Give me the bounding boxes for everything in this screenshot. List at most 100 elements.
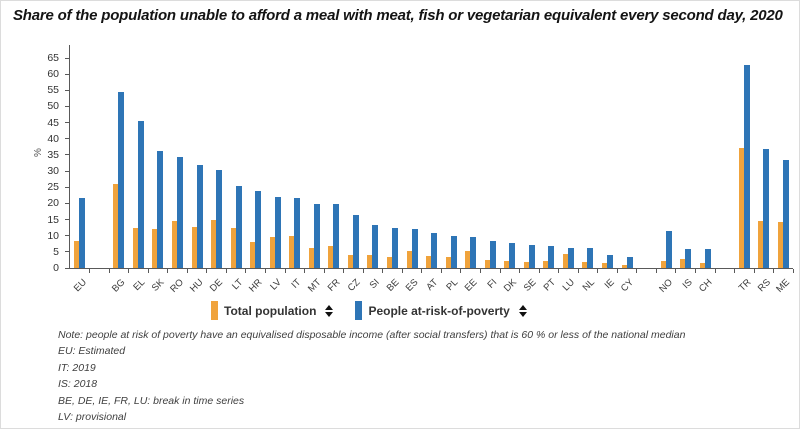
bar-arop-se[interactable] xyxy=(528,244,535,268)
bar-total-me[interactable] xyxy=(777,222,783,268)
bar-total-mt[interactable] xyxy=(308,247,314,268)
bar-arop-ch[interactable] xyxy=(704,249,711,268)
x-axis-label-lv: LV xyxy=(268,277,285,293)
bar-total-se[interactable] xyxy=(523,262,529,268)
bar-total-it[interactable] xyxy=(289,236,295,268)
category-slot-cy: CY xyxy=(617,45,638,294)
bar-arop-sk[interactable] xyxy=(157,150,164,268)
x-axis-label-se: SE xyxy=(521,277,539,294)
x-axis-label-el: EL xyxy=(131,277,148,293)
x-axis-tick xyxy=(460,269,462,273)
bar-total-hr[interactable] xyxy=(250,242,256,268)
bar-arop-ro[interactable] xyxy=(177,156,183,268)
bar-total-nl[interactable] xyxy=(582,261,588,268)
legend-item-total-population[interactable]: Total population xyxy=(211,301,334,320)
bar-arop-es[interactable] xyxy=(411,229,418,268)
bar-arop-no[interactable] xyxy=(665,231,672,268)
y-tick-label: 10 xyxy=(47,229,59,242)
legend-swatch-at-risk-of-poverty xyxy=(355,301,363,320)
bar-arop-lt[interactable] xyxy=(235,185,242,268)
legend-item-at-risk-of-poverty[interactable]: People at-risk-of-poverty xyxy=(355,301,527,320)
bar-arop-lv[interactable] xyxy=(274,196,281,268)
bar-total-hu[interactable] xyxy=(191,226,197,268)
y-tick-label: 60 xyxy=(47,68,59,81)
bar-arop-lu[interactable] xyxy=(567,248,574,268)
bar-arop-de[interactable] xyxy=(216,169,223,268)
bar-total-el[interactable] xyxy=(132,227,138,268)
bar-arop-is[interactable] xyxy=(685,248,692,268)
bar-total-pl[interactable] xyxy=(445,257,451,268)
category-slot-ee: EE xyxy=(461,45,481,294)
bar-arop-el[interactable] xyxy=(137,121,144,268)
x-axis-label-cy: CY xyxy=(618,277,636,295)
sort-icon[interactable] xyxy=(325,304,334,317)
bar-arop-ee[interactable] xyxy=(470,237,477,268)
category-slot-si: SI xyxy=(363,45,384,291)
bar-total-sk[interactable] xyxy=(152,229,158,268)
bar-arop-eu[interactable] xyxy=(79,198,86,268)
bar-total-lt[interactable] xyxy=(230,228,236,268)
x-axis-label-hr: HR xyxy=(246,277,265,295)
bar-arop-rs[interactable] xyxy=(763,149,770,268)
bar-total-lv[interactable] xyxy=(269,237,275,268)
bar-total-be[interactable] xyxy=(387,257,393,268)
bar-total-fr[interactable] xyxy=(328,245,334,268)
bar-arop-hr[interactable] xyxy=(255,190,262,268)
bar-total-at[interactable] xyxy=(426,255,432,268)
bar-arop-at[interactable] xyxy=(431,233,438,268)
bar-total-fi[interactable] xyxy=(484,259,490,268)
bar-arop-ie[interactable] xyxy=(607,255,614,268)
bar-arop-pl[interactable] xyxy=(450,235,457,268)
bar-total-cy[interactable] xyxy=(621,265,627,268)
bar-total-ee[interactable] xyxy=(465,251,471,268)
category-slot-se: SE xyxy=(520,45,540,294)
bar-arop-mt[interactable] xyxy=(313,204,320,268)
note-line: IS: 2018 xyxy=(58,378,98,391)
x-axis-tick xyxy=(284,269,286,273)
category-slot-fi: FI xyxy=(480,45,501,291)
bar-total-cz[interactable] xyxy=(347,255,353,268)
bar-total-dk[interactable] xyxy=(504,260,510,268)
bar-total-pt[interactable] xyxy=(543,260,549,268)
bar-total-de[interactable] xyxy=(211,220,217,268)
bar-arop-fi[interactable] xyxy=(489,240,496,268)
x-axis-label-fr: FR xyxy=(325,277,343,294)
bar-arop-fr[interactable] xyxy=(333,204,340,268)
bar-total-bg[interactable] xyxy=(113,184,119,268)
bar-total-si[interactable] xyxy=(367,254,373,268)
bar-arop-bg[interactable] xyxy=(118,92,125,268)
sort-icon[interactable] xyxy=(518,304,527,317)
bar-arop-cz[interactable] xyxy=(352,214,359,268)
bar-total-no[interactable] xyxy=(660,260,666,268)
category-slot-rs: RS xyxy=(754,45,775,294)
bar-arop-cy[interactable] xyxy=(626,256,633,268)
x-axis-label-pl: PL xyxy=(443,277,460,293)
bar-total-lu[interactable] xyxy=(562,254,568,268)
bar-total-rs[interactable] xyxy=(758,220,764,268)
bar-arop-tr[interactable] xyxy=(743,65,750,268)
bar-arop-nl[interactable] xyxy=(587,248,594,268)
bar-total-is[interactable] xyxy=(680,259,686,268)
category-slot-cz: CZ xyxy=(344,45,364,294)
bar-total-tr[interactable] xyxy=(738,147,744,268)
notes: Note: people at risk of poverty have an … xyxy=(58,327,685,425)
bar-arop-dk[interactable] xyxy=(509,242,516,268)
y-tick-label: 40 xyxy=(47,132,59,145)
y-tick-label: 30 xyxy=(47,165,59,178)
bar-total-es[interactable] xyxy=(406,250,412,268)
category-slot-eu: EU xyxy=(70,45,91,294)
bar-total-ro[interactable] xyxy=(172,220,177,268)
category-slot-hr: HR xyxy=(246,45,266,294)
bar-arop-pt[interactable] xyxy=(548,246,555,268)
bar-total-ie[interactable] xyxy=(602,263,608,268)
x-axis-tick xyxy=(479,269,481,273)
bar-total-ch[interactable] xyxy=(699,263,705,268)
bar-total-eu[interactable] xyxy=(74,240,80,268)
bar-arop-be[interactable] xyxy=(392,227,399,268)
bar-arop-si[interactable] xyxy=(372,225,379,268)
x-axis-label-hu: HU xyxy=(188,277,206,295)
bar-arop-it[interactable] xyxy=(294,197,301,268)
y-tick-label: 35 xyxy=(47,148,59,161)
bar-arop-hu[interactable] xyxy=(196,165,203,268)
bar-arop-me[interactable] xyxy=(782,160,789,268)
